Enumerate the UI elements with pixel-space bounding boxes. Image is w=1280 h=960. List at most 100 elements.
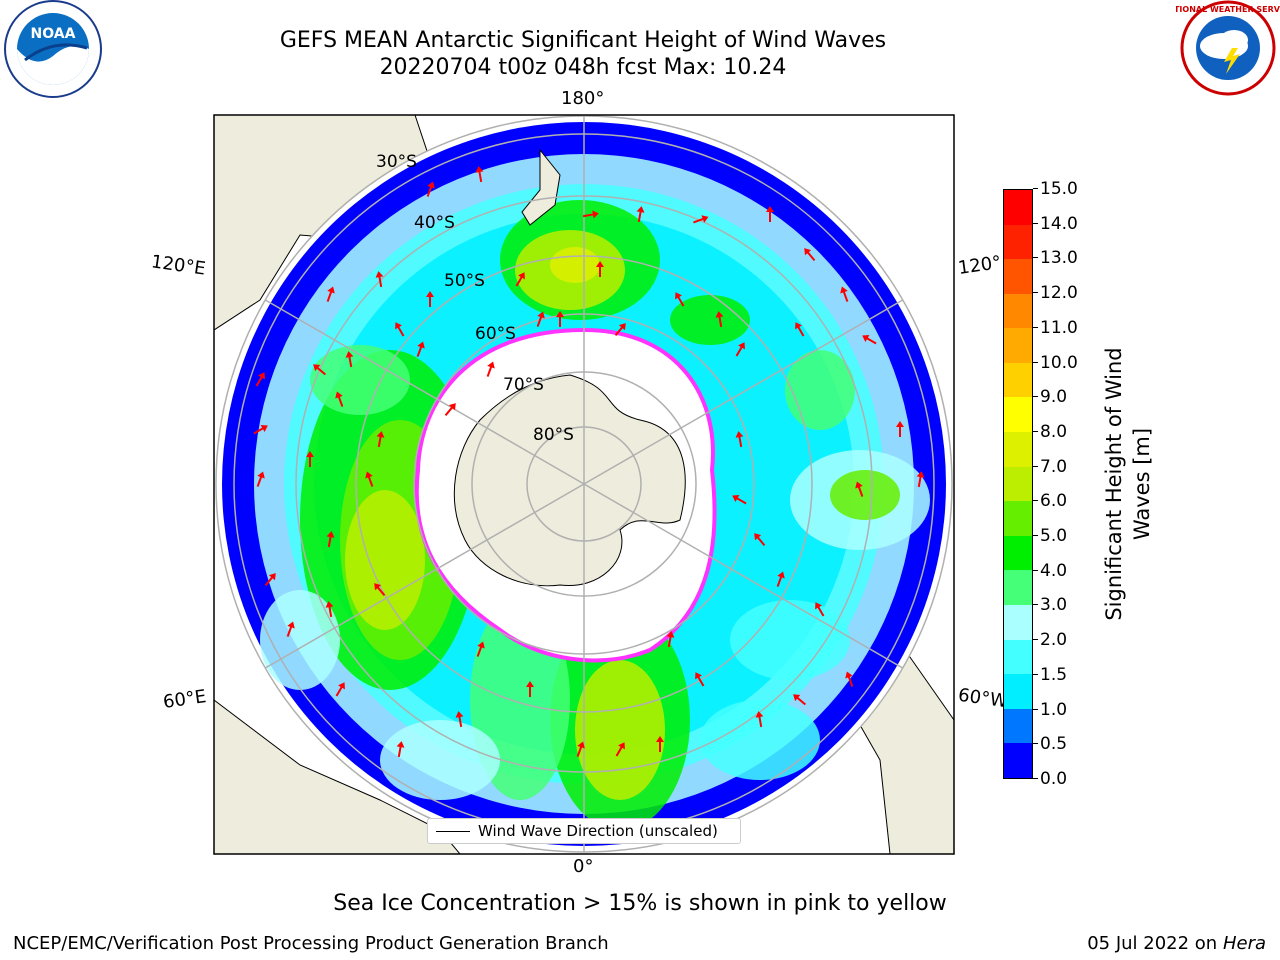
wave-height-region (785, 350, 855, 430)
wave-height-region (670, 295, 750, 345)
colorbar-tick-label: 10.0 (1033, 352, 1078, 373)
wave-height-region (730, 600, 850, 680)
colorbar-tick-label: 5.0 (1032, 526, 1068, 547)
wave-direction-arrow (444, 403, 456, 417)
wave-direction-arrow (636, 206, 645, 223)
wave-direction-arrow (325, 601, 334, 618)
wave-direction-arrow (536, 311, 545, 327)
colorbar-segment (1004, 605, 1032, 640)
wave-direction-arrow (253, 425, 268, 435)
wave-direction-arrow (256, 471, 265, 487)
wave-direction-arrow (515, 272, 525, 287)
colorbar-segment (1004, 639, 1032, 675)
colorbar-tick-label: 12.0 (1033, 283, 1078, 304)
colorbar-tick-label: 14.0 (1033, 213, 1078, 234)
colorbar-segment (1004, 743, 1032, 778)
wave-direction-arrow (486, 361, 495, 377)
colorbar-tick-label: 4.0 (1032, 560, 1068, 581)
colorbar-tick-label: 7.0 (1032, 456, 1068, 477)
wave-direction-arrow (766, 206, 774, 222)
wave-direction-arrow (576, 741, 585, 757)
lat-label-80s: 80°S (533, 425, 574, 445)
colorbar (1003, 189, 1033, 779)
map-frame (213, 114, 955, 855)
wave-direction-arrow (896, 421, 904, 437)
wave-direction-arrow (374, 583, 386, 597)
meridian-line (254, 483, 585, 675)
wave-direction-arrow (376, 431, 385, 448)
wave-direction-arrow (306, 451, 314, 467)
colorbar-segment (1004, 189, 1032, 225)
wave-height-region (345, 490, 425, 630)
lat-label-50s: 50°S (444, 271, 485, 291)
wave-direction-arrow (326, 531, 335, 548)
wave-direction-arrow (335, 682, 345, 697)
colorbar-segment (1004, 501, 1032, 536)
colorbar-segment (1004, 535, 1032, 571)
wave-direction-arrow (732, 495, 747, 505)
wave-direction-arrow (426, 291, 434, 307)
wave-direction-arrow (666, 631, 675, 648)
lon-label-180: 180° (561, 88, 605, 109)
meridian-line (583, 293, 914, 485)
wave-direction-arrow (345, 351, 354, 368)
lat-label-40s: 40°S (414, 213, 455, 233)
wave-direction-arrow (375, 271, 384, 288)
wave-direction-arrow (335, 391, 344, 407)
wave-direction-arrow (475, 166, 484, 183)
wave-direction-arrow (556, 311, 564, 327)
colorbar-tick-label: 1.5 (1032, 664, 1068, 685)
noaa-logo-text: NOAA (31, 26, 76, 42)
wave-direction-arrow (526, 681, 534, 697)
footer-date-text: 05 Jul 2022 on (1087, 933, 1223, 954)
wave-direction-arrow (804, 248, 816, 262)
wave-direction-arrow (845, 671, 854, 687)
wave-direction-arrow (365, 471, 374, 487)
colorbar-segment (1004, 674, 1032, 709)
colorbar-segment (1004, 432, 1032, 467)
colorbar-segment (1004, 224, 1032, 260)
legend-line-swatch (436, 830, 470, 832)
wave-direction-arrow (855, 481, 864, 497)
colorbar-tick-label: 3.0 (1032, 595, 1068, 616)
colorbar-tick-label: 11.0 (1033, 317, 1078, 338)
footer-branch: NCEP/EMC/Verification Post Processing Pr… (13, 933, 609, 954)
colorbar-segment (1004, 466, 1032, 502)
nws-logo: NATIONAL WEATHER SERVICE (1176, 0, 1280, 96)
wave-height-region (550, 247, 600, 283)
colorbar-tick-label: 15.0 (1033, 179, 1078, 199)
meridian-line (583, 483, 914, 675)
footer-machine: Hera (1222, 933, 1266, 954)
wave-direction-arrow (416, 341, 425, 357)
wave-height-region (310, 345, 410, 415)
wave-direction-arrow (675, 292, 685, 307)
wave-direction-arrow (286, 621, 295, 637)
sea-ice-note: Sea Ice Concentration > 15% is shown in … (333, 891, 947, 916)
lon-label-0: 0° (573, 856, 594, 877)
colorbar-segment (1004, 570, 1032, 606)
colorbar-segment (1004, 259, 1032, 294)
wave-direction-arrow (735, 431, 744, 448)
noaa-logo: NOAA (4, 0, 102, 98)
land-new-zealand (521, 148, 561, 226)
wave-direction-arrow (693, 215, 709, 224)
wave-height-region (380, 720, 500, 800)
wave-direction-arrow (862, 335, 877, 345)
wave-direction-arrow (614, 323, 626, 337)
colorbar-tick-label: 2.0 (1032, 630, 1068, 651)
lat-label-70s: 70°S (503, 375, 544, 395)
map-legend: Wind Wave Direction (unscaled) (427, 818, 741, 844)
wave-direction-arrow (916, 471, 925, 488)
wave-direction-arrow (313, 364, 327, 376)
wave-direction-arrow (476, 641, 485, 657)
wave-direction-arrow (793, 694, 807, 706)
wave-direction-arrow (840, 286, 849, 302)
wave-direction-arrow (326, 286, 335, 302)
wave-direction-arrow (255, 372, 265, 387)
colorbar-tick-label: 13.0 (1033, 248, 1078, 269)
colorbar-segment (1004, 708, 1032, 744)
wave-direction-arrow (755, 711, 764, 728)
colorbar-segment (1004, 397, 1032, 433)
legend-label: Wind Wave Direction (unscaled) (478, 822, 718, 840)
